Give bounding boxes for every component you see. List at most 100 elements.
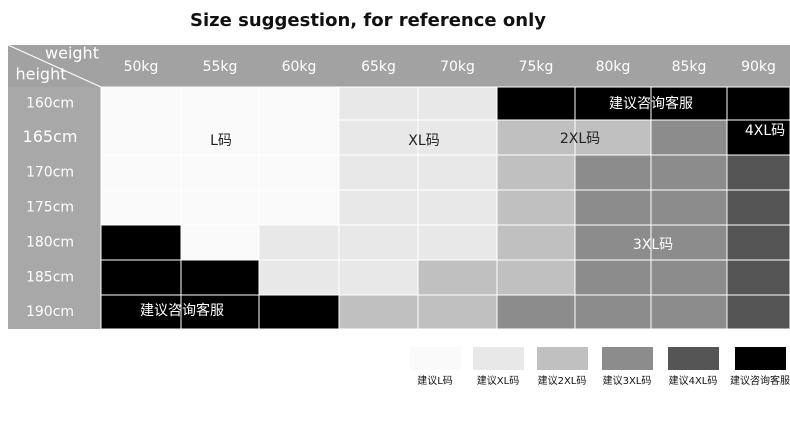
cell <box>650 259 728 296</box>
legend-label: 建议XL码 <box>477 374 519 387</box>
cell <box>258 154 340 191</box>
cell <box>338 259 419 296</box>
cell <box>496 189 576 226</box>
weight-label: 70kg <box>440 59 475 75</box>
legend-swatch <box>735 347 786 370</box>
cell <box>650 294 728 330</box>
cell <box>100 154 182 191</box>
cell <box>338 224 419 261</box>
cell <box>338 154 419 191</box>
cell <box>574 119 652 156</box>
region-label: XL码 <box>408 133 439 149</box>
cell <box>496 294 576 330</box>
cell <box>338 189 419 226</box>
weight-label: 65kg <box>361 59 396 75</box>
cell <box>180 259 260 296</box>
region-label: 2XL码 <box>560 131 600 147</box>
legend-label: 建议2XL码 <box>538 374 587 387</box>
cell <box>100 189 182 226</box>
legend-swatch <box>668 347 719 370</box>
weight-label: 55kg <box>203 59 238 75</box>
height-label: 170cm <box>26 165 74 181</box>
legend-swatch <box>473 347 524 370</box>
cell <box>417 224 498 261</box>
cell <box>258 224 340 261</box>
cell <box>726 189 790 226</box>
cell <box>417 86 498 121</box>
cell <box>650 119 728 156</box>
header-row <box>8 45 790 87</box>
legend-swatch <box>410 347 461 370</box>
weight-label: 75kg <box>519 59 554 75</box>
cell <box>338 294 419 330</box>
cell <box>496 259 576 296</box>
legend-label: 建议咨询客服 <box>730 374 790 387</box>
cell <box>726 224 790 261</box>
legend-label: 建议4XL码 <box>669 374 718 387</box>
cell <box>100 224 182 261</box>
weight-label: 50kg <box>124 59 159 75</box>
cell <box>726 86 790 121</box>
legend-label: 建议L码 <box>417 374 453 387</box>
cell <box>726 294 790 330</box>
cell <box>496 154 576 191</box>
cell <box>180 119 260 156</box>
height-label: 175cm <box>26 200 74 216</box>
height-label: 160cm <box>26 96 74 112</box>
corner-height: height <box>16 65 67 84</box>
cell <box>180 294 260 330</box>
cell <box>650 189 728 226</box>
cell <box>258 189 340 226</box>
cell <box>574 259 652 296</box>
region-label: L码 <box>210 133 232 149</box>
weight-label: 80kg <box>596 59 631 75</box>
cell <box>417 259 498 296</box>
region-label: 建议咨询客服 <box>609 95 693 112</box>
legend-swatch <box>602 347 653 370</box>
height-label: 185cm <box>26 270 74 286</box>
cell <box>574 224 652 261</box>
title: Size suggestion, for reference only <box>190 10 546 31</box>
cell <box>180 86 260 121</box>
cell <box>100 119 182 156</box>
cell <box>180 224 260 261</box>
cell <box>726 119 790 156</box>
cell <box>258 294 340 330</box>
cell <box>417 294 498 330</box>
cell <box>338 119 419 156</box>
cell <box>726 259 790 296</box>
corner-diagonal <box>7 44 102 88</box>
cell <box>100 86 182 121</box>
weight-label: 90kg <box>741 59 776 75</box>
height-label: 165cm <box>23 127 78 146</box>
cell <box>338 86 419 121</box>
cell <box>574 189 652 226</box>
cell <box>574 294 652 330</box>
weight-label: 60kg <box>282 59 317 75</box>
cell <box>650 86 728 121</box>
region-label: 建议咨询客服 <box>140 302 224 319</box>
cell <box>726 154 790 191</box>
cell <box>100 259 182 296</box>
region-label: 4XL码 <box>745 123 785 139</box>
cell <box>180 154 260 191</box>
legend-swatch <box>537 347 588 370</box>
height-label: 190cm <box>26 304 74 320</box>
height-column <box>8 87 101 329</box>
cell <box>417 189 498 226</box>
cell <box>417 119 498 156</box>
cell <box>574 154 652 191</box>
cell <box>496 224 576 261</box>
legend-label: 建议3XL码 <box>603 374 652 387</box>
cell <box>180 189 260 226</box>
cell <box>258 86 340 121</box>
region-label: 3XL码 <box>633 237 673 253</box>
cell <box>100 294 182 330</box>
cell <box>417 154 498 191</box>
corner-weight: weight <box>45 44 99 63</box>
cell <box>496 86 576 121</box>
cell <box>496 119 576 156</box>
height-label: 180cm <box>26 235 74 251</box>
cell <box>650 154 728 191</box>
